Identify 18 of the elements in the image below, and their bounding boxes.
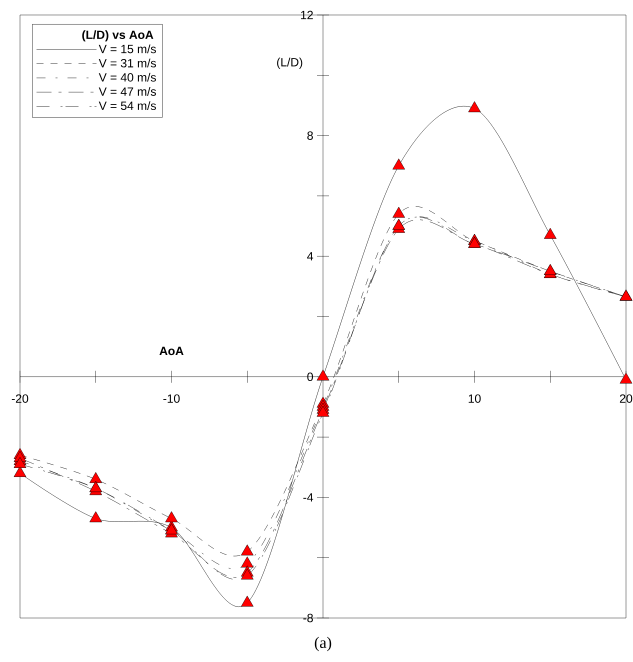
- x-tick-label: -20: [12, 394, 28, 403]
- y-axis-title: (L/D): [277, 58, 302, 69]
- legend-label: V = 47 m/s: [98, 87, 156, 96]
- x-tick-label: 20: [620, 394, 632, 403]
- legend-label: V = 40 m/s: [98, 72, 156, 82]
- y-tick-label: -4: [303, 493, 314, 502]
- text: (a): [314, 636, 332, 652]
- x-tick-label: -10: [163, 394, 180, 403]
- y-tick-label: -8: [303, 614, 313, 622]
- y-tick-label: 12: [301, 10, 313, 20]
- x-axis-title: AoA: [159, 346, 184, 356]
- legend-label: V = 31 m/s: [98, 58, 156, 68]
- x-tick-label: 10: [468, 394, 481, 403]
- y-tick-label: 8: [307, 131, 313, 140]
- y-tick-label: 4: [307, 252, 314, 260]
- legend-title: (L/D) vs AoA: [82, 30, 154, 42]
- legend-label: V = 15 m/s: [98, 44, 156, 54]
- legend-label: V = 54 m/s: [98, 101, 156, 110]
